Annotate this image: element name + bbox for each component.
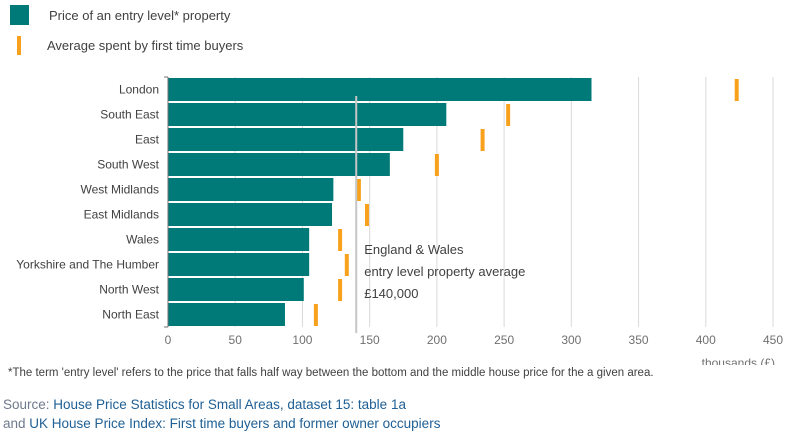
reference-label-line-2: entry level property average [364, 264, 525, 279]
x-tick-label-350: 350 [629, 333, 649, 347]
bar-north-west [168, 278, 304, 301]
category-label-wales: Wales [126, 233, 159, 247]
bar-west-midlands [168, 178, 334, 201]
tick-yorkshire-and-the-humber [344, 254, 349, 276]
category-label-london: London [119, 83, 159, 97]
source-line-1: Source: House Price Statistics for Small… [3, 397, 406, 412]
reference-label-line-1: England & Wales [364, 242, 464, 257]
category-label-west-midlands: West Midlands [81, 183, 159, 197]
legend-item-entry-price: Price of an entry level* property [10, 5, 230, 25]
category-label-north-west: North West [99, 283, 159, 297]
tick-east [480, 129, 485, 151]
reference-label-line-3: £140,000 [364, 286, 418, 301]
bars [168, 78, 592, 326]
legend: Price of an entry level* property Averag… [0, 0, 400, 62]
legend-label-first-time-buyers: Average spent by first time buyers [47, 38, 244, 53]
legend-swatch-bar [10, 5, 29, 25]
x-tick-label-100: 100 [292, 333, 312, 347]
tick-south-east [506, 104, 511, 126]
reference-line: England & Wales entry level property aver… [355, 96, 525, 333]
legend-item-first-time-buyers: Average spent by first time buyers [10, 36, 243, 55]
category-label-south-east: South East [100, 108, 159, 122]
tick-north-east [313, 304, 318, 326]
bar-east [168, 128, 404, 151]
tick-east-midlands [364, 204, 369, 226]
x-tick-label-250: 250 [494, 333, 514, 347]
source-link-uk-house-price-index[interactable]: UK House Price Index: First time buyers … [29, 416, 441, 431]
x-axis-label: thousands (£) [702, 356, 775, 365]
bar-chart: England & Wales entry level property aver… [16, 76, 783, 365]
x-tick-label-450: 450 [763, 333, 783, 347]
bar-wales [168, 228, 310, 251]
x-tick-label-300: 300 [561, 333, 581, 347]
bar-london [168, 78, 592, 101]
x-tick-label-50: 50 [229, 333, 243, 347]
first-time-buyer-ticks [313, 79, 739, 326]
legend-swatch-tick [17, 36, 21, 55]
category-label-east: East [135, 133, 160, 147]
x-axis: 0 50 100 150 200 250 300 350 400 450 thousands (£) [164, 76, 783, 365]
x-tick-label-150: 150 [360, 333, 380, 347]
bar-north-east [168, 303, 285, 326]
tick-north-west [338, 279, 343, 301]
source-and: and [3, 416, 30, 431]
x-tick-label-400: 400 [696, 333, 716, 347]
tick-wales [338, 229, 343, 251]
footnote: *The term 'entry level' refers to the pr… [8, 367, 654, 379]
category-labels: London South East East South West West Midla… [16, 83, 159, 322]
source-link-house-price-statistics[interactable]: House Price Statistics for Small Areas, … [53, 397, 406, 412]
category-label-yorkshire-and-the-humber: Yorkshire and The Humber [16, 258, 159, 272]
x-tick-label-200: 200 [427, 333, 447, 347]
bar-yorkshire-and-the-humber [168, 253, 310, 276]
category-label-north-east: North East [102, 308, 159, 322]
category-label-south-west: South West [97, 158, 159, 172]
x-tick-label-0: 0 [165, 333, 172, 347]
tick-south-west [434, 154, 439, 176]
tick-west-midlands [356, 179, 361, 201]
category-label-east-midlands: East Midlands [84, 208, 159, 222]
source-prefix: Source: [3, 397, 54, 412]
legend-label-entry-price: Price of an entry level* property [49, 7, 231, 23]
bar-south-east [168, 103, 447, 126]
bar-east-midlands [168, 203, 333, 226]
source-line-2: and UK House Price Index: First time buy… [3, 416, 440, 431]
bar-south-west [168, 153, 390, 176]
tick-london [734, 79, 739, 101]
